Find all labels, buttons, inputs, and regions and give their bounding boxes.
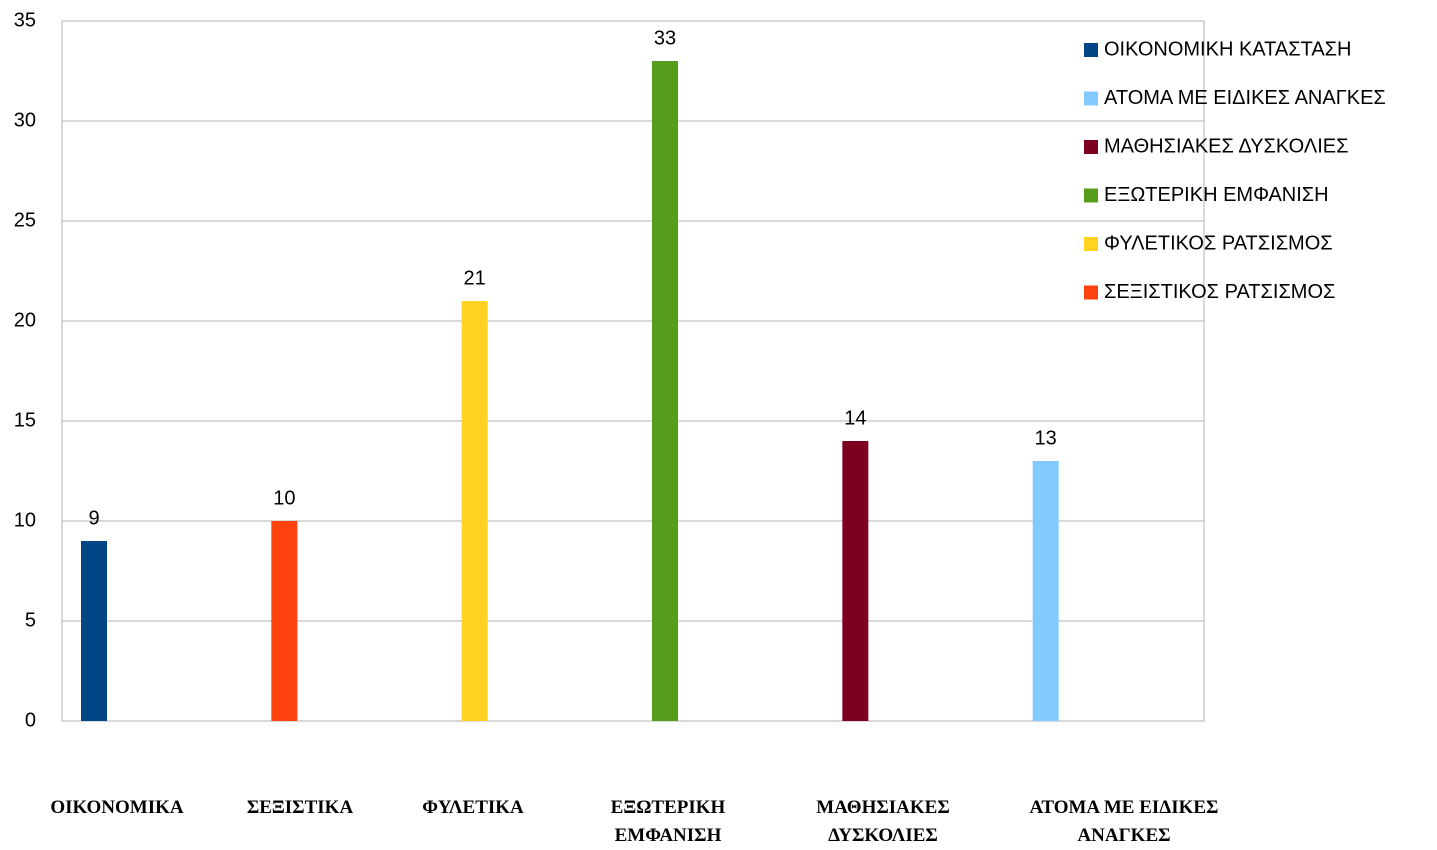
- bar: [652, 61, 678, 721]
- bar: [271, 521, 298, 721]
- y-tick-label: 30: [14, 109, 36, 131]
- x-tick-label: ΟΙΚΟΝΟΜΙΚΑ: [50, 797, 184, 818]
- legend-label: ΟΙΚΟΝΟΜΙΚΗ ΚΑΤΑΣΤΑΣΗ: [1104, 38, 1351, 60]
- legend-swatch: [1084, 43, 1098, 57]
- legend-label: ΕΞΩΤΕΡΙΚΗ ΕΜΦΑΝΙΣΗ: [1104, 184, 1329, 206]
- data-label: 13: [1035, 427, 1057, 449]
- x-tick-label: ΑΤΟΜΑ ΜΕ ΕΙΔΙΚΕΣ ΑΝΑΓΚΕΣ: [1029, 797, 1219, 846]
- legend-label: ΑΤΟΜΑ ΜΕ ΕΙΔΙΚΕΣ ΑΝΑΓΚΕΣ: [1104, 87, 1386, 109]
- legend-swatch: [1084, 140, 1098, 154]
- legend-swatch: [1084, 188, 1098, 203]
- data-label: 33: [654, 27, 676, 49]
- bar: [1032, 461, 1059, 721]
- y-tick-label: 35: [14, 9, 36, 31]
- bar: [842, 441, 869, 721]
- data-label: 21: [464, 267, 486, 289]
- bar: [461, 301, 488, 721]
- data-label: 10: [273, 487, 295, 509]
- y-tick-label: 10: [14, 509, 36, 531]
- bar: [81, 541, 107, 721]
- y-tick-label: 20: [14, 309, 36, 331]
- legend-swatch: [1084, 91, 1098, 106]
- y-tick-label: 15: [14, 409, 36, 431]
- x-tick-label: ΣΕΞΙΣΤΙΚΑ: [246, 797, 354, 818]
- legend-label: ΜΑΘΗΣΙΑΚΕΣ ΔΥΣΚΟΛΙΕΣ: [1104, 135, 1348, 157]
- y-tick-label: 0: [25, 709, 36, 731]
- x-tick-label: ΜΑΘΗΣΙΑΚΕΣ ΔΥΣΚΟΛΙΕΣ: [816, 797, 950, 846]
- data-label: 14: [844, 407, 866, 429]
- legend-swatch: [1084, 285, 1098, 300]
- plot-frame: [61, 20, 1205, 722]
- data-label: 9: [88, 507, 99, 529]
- legend-swatch: [1084, 237, 1098, 251]
- y-tick-label: 25: [14, 209, 36, 231]
- legend-label: ΦΥΛΕΤΙΚΟΣ ΡΑΤΣΙΣΜΟΣ: [1104, 232, 1333, 254]
- x-tick-label: ΦΥΛΕΤΙΚΑ: [422, 797, 524, 818]
- x-tick-label: ΕΞΩΤΕΡΙΚΗ ΕΜΦΑΝΙΣΗ: [610, 797, 726, 846]
- y-tick-label: 5: [25, 609, 36, 631]
- legend-label: ΣΕΞΙΣΤΙΚΟΣ ΡΑΤΣΙΣΜΟΣ: [1104, 281, 1335, 303]
